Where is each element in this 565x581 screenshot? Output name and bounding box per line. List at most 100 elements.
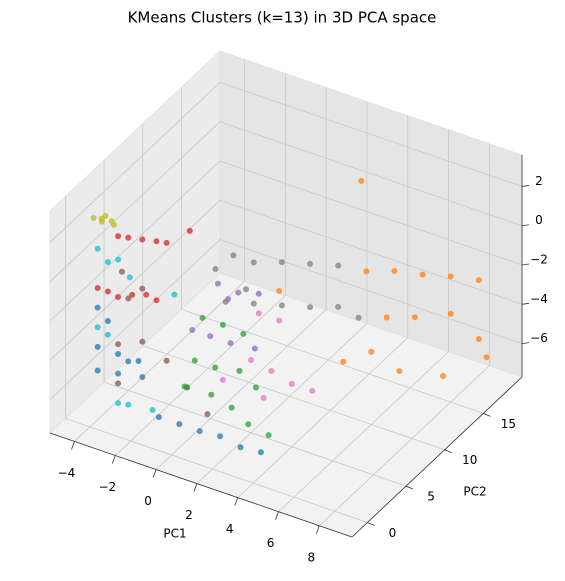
grid-line — [219, 121, 523, 227]
grid-line — [49, 121, 221, 283]
point — [309, 387, 316, 394]
z-tick-mark — [521, 342, 530, 344]
point — [126, 274, 133, 281]
grid — [49, 59, 530, 538]
point — [94, 343, 101, 350]
z-tick-label: −2 — [530, 253, 548, 267]
point — [335, 262, 342, 269]
point — [115, 256, 122, 263]
point — [143, 291, 150, 298]
x-axis-line — [49, 432, 353, 538]
x-tick-label: 2 — [185, 508, 193, 522]
point — [176, 421, 183, 428]
labels: −4 −2 0 2 4 6 8 0 5 10 15 −6 −4 −2 0 2 — [58, 174, 548, 564]
grid-line — [181, 308, 484, 414]
point — [125, 401, 132, 408]
y-tick-mark — [405, 485, 414, 490]
point — [260, 394, 267, 401]
point — [230, 252, 237, 259]
point — [94, 245, 101, 252]
x-tick-mark — [152, 469, 157, 478]
point — [149, 406, 156, 413]
grid-line — [49, 200, 221, 361]
point — [199, 314, 206, 321]
point — [104, 331, 111, 338]
point — [222, 298, 229, 305]
z-tick-label: −6 — [530, 331, 548, 345]
point — [98, 218, 105, 225]
chart-title: KMeans Clusters (k=13) in 3D PCA space — [128, 9, 437, 27]
point — [125, 295, 132, 302]
grid-line — [219, 160, 523, 266]
y-tick-mark — [444, 449, 452, 454]
point — [255, 290, 262, 297]
point — [163, 357, 170, 364]
point — [250, 300, 257, 307]
point — [135, 357, 142, 364]
grid-line — [196, 323, 368, 484]
point — [265, 432, 272, 439]
grid-line — [278, 351, 449, 512]
point — [115, 293, 122, 300]
point — [419, 271, 426, 278]
point — [139, 236, 146, 243]
z-tick-label: −4 — [530, 292, 548, 306]
grid-line — [237, 337, 409, 498]
point — [447, 310, 454, 317]
grid-line — [49, 82, 221, 243]
x-tick-mark — [111, 455, 116, 464]
x-tick-label: 0 — [144, 494, 152, 508]
y-tick-label: 0 — [389, 526, 397, 540]
x-axis-label: PC1 — [163, 527, 186, 541]
point — [483, 354, 490, 361]
y-tick-mark — [367, 522, 375, 526]
point — [94, 284, 101, 291]
point — [219, 321, 226, 328]
point — [94, 324, 101, 331]
point — [104, 288, 111, 295]
point — [207, 333, 214, 340]
grid-line — [219, 239, 523, 344]
point — [110, 221, 117, 228]
x-tick-mark — [234, 497, 239, 506]
point — [278, 259, 285, 266]
points — [90, 177, 490, 456]
grid-line — [219, 199, 523, 305]
point — [255, 310, 262, 317]
point — [228, 404, 235, 411]
point — [391, 267, 398, 274]
point — [171, 291, 178, 298]
point — [252, 384, 259, 391]
point — [115, 400, 122, 407]
grid-line — [115, 295, 286, 456]
point — [214, 280, 221, 287]
point — [125, 234, 132, 241]
point — [227, 340, 234, 347]
z-tick-label: 2 — [535, 174, 543, 188]
point — [250, 259, 257, 266]
grid-line — [103, 381, 407, 487]
point — [139, 338, 146, 345]
x-tick-mark — [71, 441, 75, 450]
point — [363, 268, 370, 275]
grid-line — [219, 82, 523, 187]
grid-line — [319, 365, 490, 527]
point — [153, 297, 160, 304]
point — [383, 314, 390, 321]
point — [219, 376, 226, 383]
grid-line — [155, 309, 327, 470]
z-tick-mark — [521, 263, 530, 266]
point — [257, 449, 264, 456]
point — [251, 345, 258, 352]
point — [439, 372, 446, 379]
point — [355, 314, 362, 321]
point — [163, 239, 170, 246]
point — [237, 444, 244, 451]
point — [115, 350, 122, 357]
x-tick-label: 4 — [226, 522, 234, 536]
y-tick-mark — [483, 412, 491, 417]
x-tick-mark — [193, 483, 198, 492]
point — [235, 289, 242, 296]
